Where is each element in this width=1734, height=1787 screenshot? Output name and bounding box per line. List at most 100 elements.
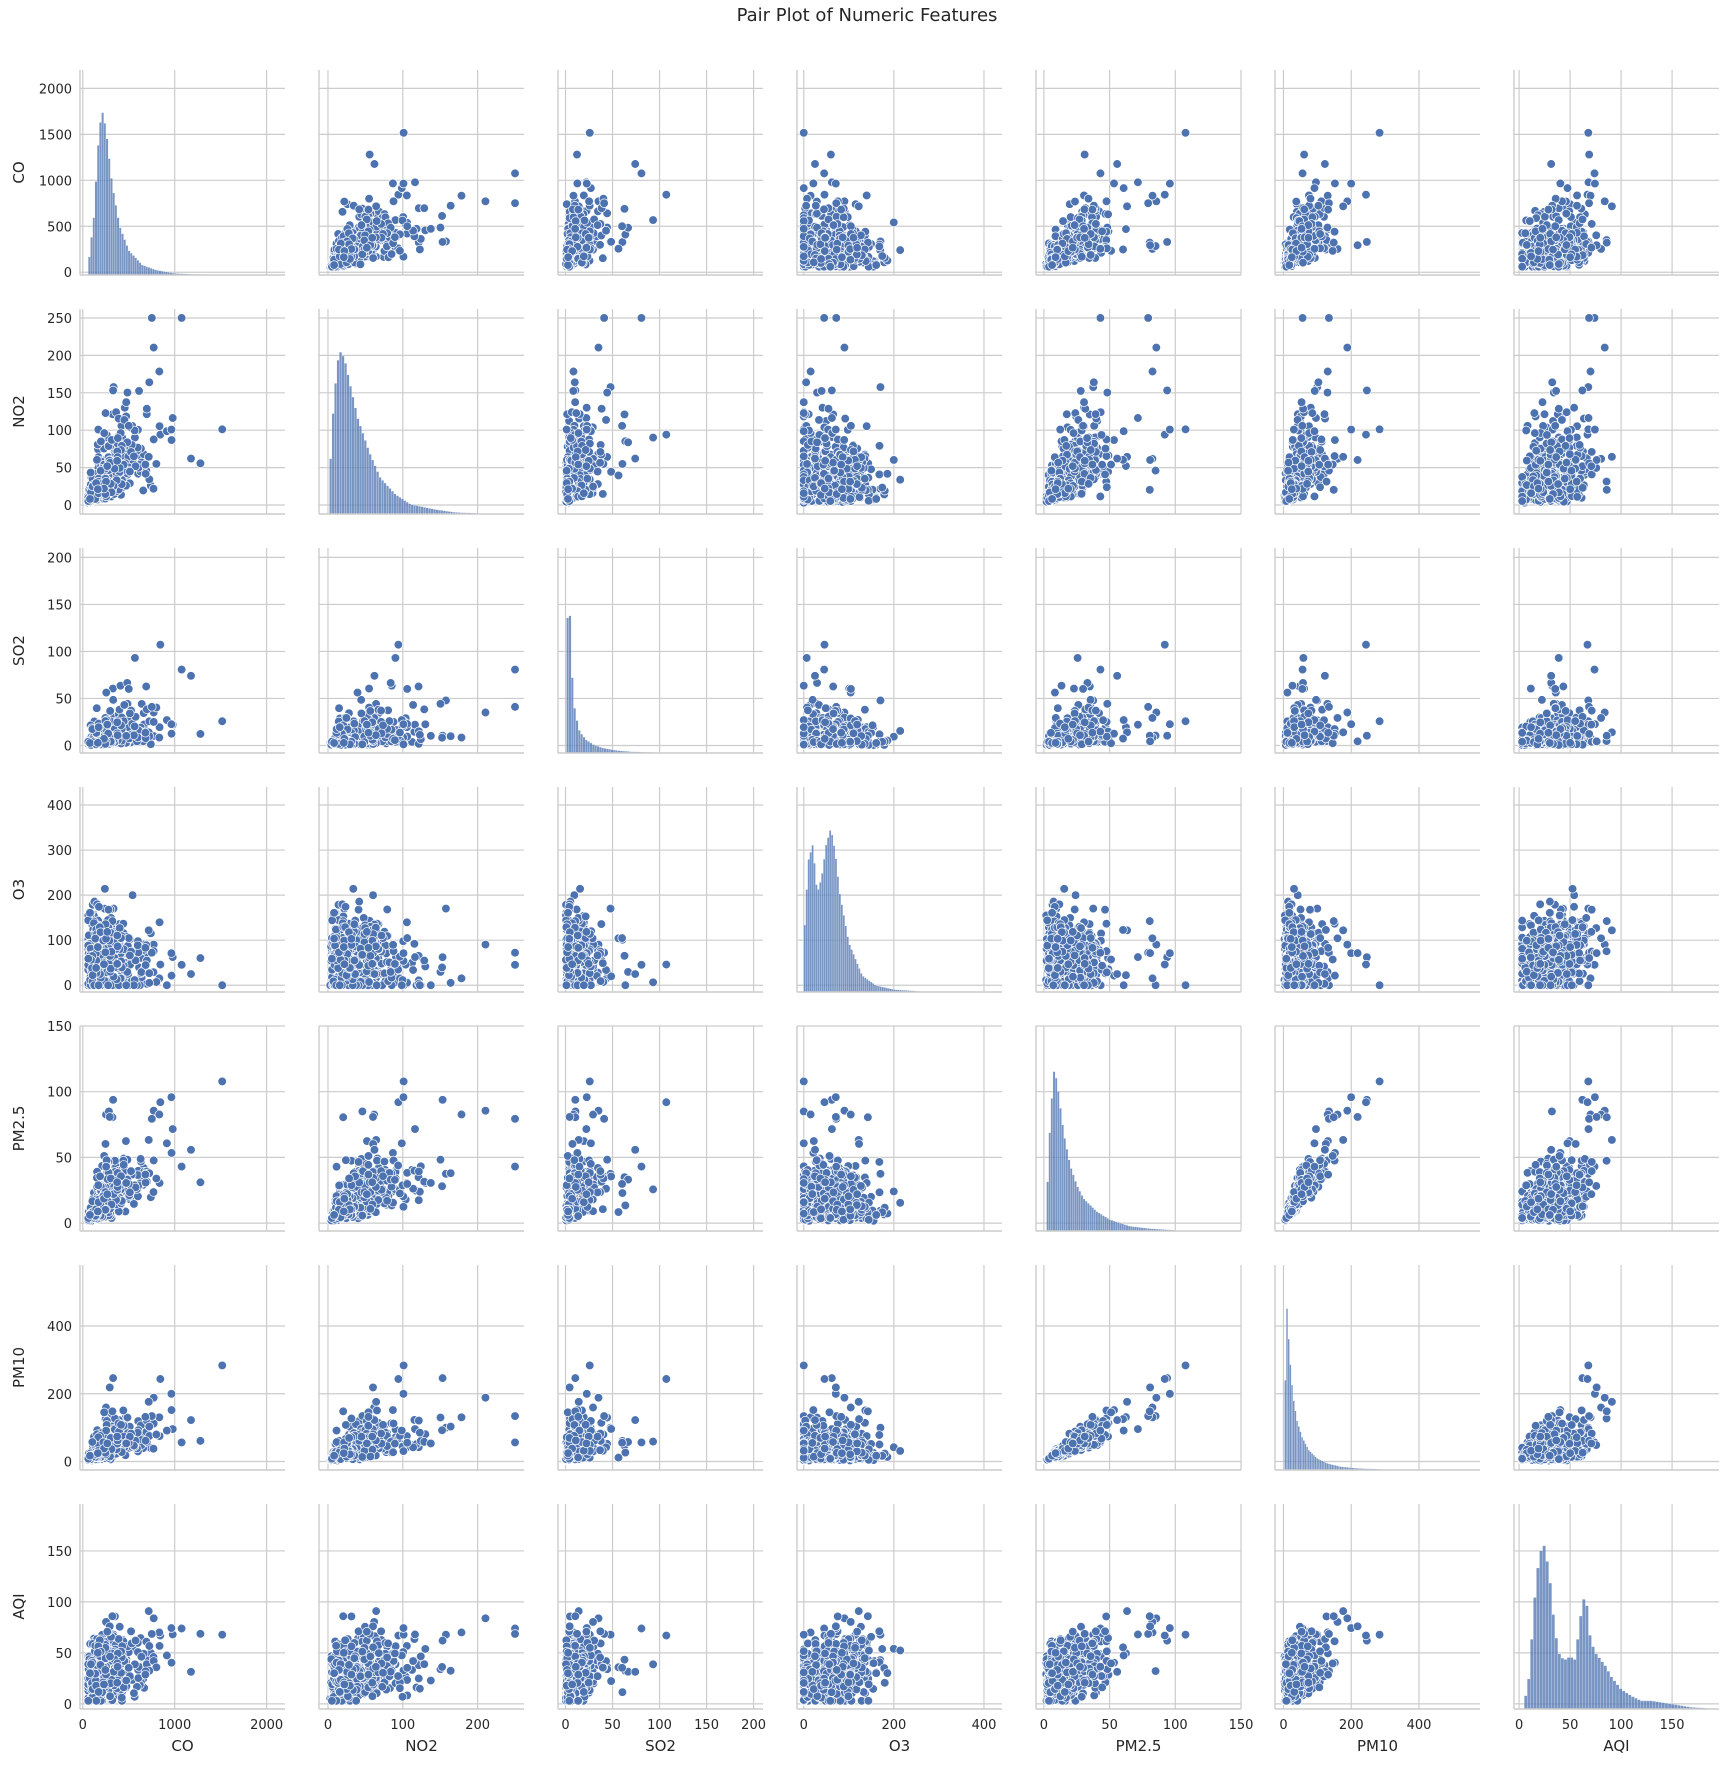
scatter-point bbox=[1122, 225, 1131, 234]
scatter-point bbox=[391, 233, 400, 242]
scatter-point bbox=[580, 252, 589, 261]
scatter-point bbox=[599, 254, 608, 263]
scatter-point bbox=[1080, 234, 1089, 243]
histogram-bar bbox=[154, 270, 156, 275]
histogram-bar bbox=[344, 363, 346, 514]
y-tick-label: 500 bbox=[47, 220, 72, 235]
scatter-point bbox=[124, 421, 133, 430]
histogram-bar bbox=[367, 448, 369, 514]
scatter-point bbox=[820, 205, 829, 214]
scatter-point bbox=[338, 207, 347, 216]
scatter-point bbox=[123, 388, 132, 397]
scatter-point bbox=[1053, 245, 1062, 254]
scatter-point bbox=[838, 233, 847, 242]
scatter-point bbox=[649, 216, 658, 225]
histogram-bar bbox=[359, 426, 361, 514]
scatter-point bbox=[1591, 179, 1600, 188]
scatter-point bbox=[862, 191, 871, 200]
scatter-point bbox=[86, 495, 95, 504]
panel-co-vs-o3 bbox=[797, 70, 1002, 275]
scatter-point bbox=[363, 243, 372, 252]
histogram-bar bbox=[110, 178, 112, 275]
scatter-point bbox=[1048, 261, 1057, 270]
scatter-point bbox=[141, 469, 150, 478]
scatter-point bbox=[365, 194, 374, 203]
scatter-point bbox=[113, 456, 122, 465]
scatter-point bbox=[811, 201, 820, 210]
scatter-point bbox=[574, 429, 583, 438]
histogram-bar bbox=[408, 504, 410, 514]
histogram-bar bbox=[391, 491, 393, 514]
scatter-point bbox=[849, 233, 858, 242]
scatter-point bbox=[1563, 184, 1572, 193]
scatter-point bbox=[187, 454, 196, 463]
scatter-point bbox=[602, 416, 611, 425]
scatter-point bbox=[1166, 179, 1175, 188]
histogram-bar bbox=[396, 496, 398, 514]
scatter-point bbox=[369, 254, 378, 263]
scatter-point bbox=[1299, 258, 1308, 267]
scatter-point bbox=[1316, 230, 1325, 239]
scatter-point bbox=[1292, 197, 1301, 206]
scatter-point bbox=[177, 314, 186, 323]
scatter-point bbox=[599, 490, 608, 499]
scatter-point bbox=[364, 205, 373, 214]
scatter-point bbox=[799, 184, 808, 193]
scatter-point bbox=[372, 202, 381, 211]
scatter-point bbox=[1314, 201, 1323, 210]
scatter-point bbox=[582, 179, 591, 188]
scatter-point bbox=[1526, 217, 1535, 226]
scatter-point bbox=[853, 243, 862, 252]
histogram-bar bbox=[339, 352, 341, 514]
histogram-bar bbox=[137, 260, 139, 275]
histogram-bar bbox=[352, 397, 354, 514]
scatter-point bbox=[1288, 253, 1297, 262]
scatter-point bbox=[596, 448, 605, 457]
scatter-point bbox=[168, 414, 177, 423]
scatter-point bbox=[1555, 260, 1564, 269]
histogram-bar bbox=[117, 218, 119, 275]
scatter-point bbox=[854, 202, 863, 211]
scatter-point bbox=[607, 237, 616, 246]
scatter-point bbox=[847, 222, 856, 231]
scatter-point bbox=[399, 179, 408, 188]
scatter-point bbox=[1298, 169, 1307, 178]
scatter-point bbox=[896, 246, 905, 255]
scatter-point bbox=[1562, 241, 1571, 250]
scatter-point bbox=[1347, 179, 1356, 188]
scatter-point bbox=[799, 128, 808, 137]
scatter-point bbox=[1587, 220, 1596, 229]
histogram-bar bbox=[362, 433, 364, 514]
scatter-point bbox=[93, 456, 102, 465]
panel-co-vs-so2 bbox=[558, 70, 763, 275]
scatter-point bbox=[846, 255, 855, 264]
histogram-bar bbox=[389, 488, 391, 514]
scatter-point bbox=[831, 179, 840, 188]
y-tick-label: 50 bbox=[55, 462, 72, 477]
scatter-point bbox=[889, 218, 898, 227]
scatter-point bbox=[149, 484, 158, 493]
scatter-point bbox=[436, 223, 445, 232]
scatter-point bbox=[1110, 179, 1119, 188]
y-tick-label: 0 bbox=[64, 499, 72, 514]
scatter-point bbox=[94, 485, 103, 494]
scatter-point bbox=[582, 243, 591, 252]
scatter-point bbox=[631, 160, 640, 169]
scatter-point bbox=[126, 467, 135, 476]
scatter-point bbox=[1545, 261, 1554, 270]
scatter-point bbox=[820, 247, 829, 256]
histogram-bar bbox=[364, 440, 366, 514]
histogram-bar bbox=[386, 486, 388, 514]
scatter-point bbox=[109, 386, 118, 395]
histogram-bar bbox=[135, 258, 137, 275]
scatter-point bbox=[372, 217, 381, 226]
histogram-bar bbox=[418, 506, 420, 514]
scatter-point bbox=[340, 197, 349, 206]
scatter-point bbox=[600, 314, 609, 323]
scatter-point bbox=[1113, 160, 1122, 169]
scatter-point bbox=[1522, 241, 1531, 250]
histogram-bar bbox=[121, 234, 123, 275]
scatter-point bbox=[1096, 169, 1105, 178]
scatter-point bbox=[1104, 210, 1113, 219]
